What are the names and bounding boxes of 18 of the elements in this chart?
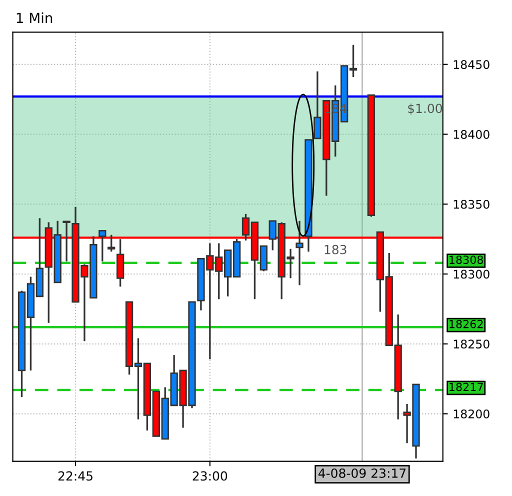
y-tick-label: 18300 [454,270,490,279]
annotation: 184 [324,104,347,114]
chart-title: 1 Min [16,12,52,23]
annotation: 183 [324,244,346,254]
ref-line-label: 18217 [450,382,483,392]
x-tick-label: 22:45 [58,471,92,481]
y-tick-label: 18450 [454,60,490,70]
ref-line-label: 18262 [450,320,483,328]
y-tick-label: 18250 [454,340,490,349]
ref-line-label: 18308 [450,256,484,264]
y-tick-label: 18350 [454,200,490,209]
y-tick-label: 18400 [454,130,490,139]
x-tick-label: 23:00 [192,471,228,481]
candlestick [98,230,106,262]
candlestick [296,220,304,286]
ref-line-label: 4-08-09 23:17 [318,468,406,478]
annotation: $1.00 [408,103,442,115]
y-tick-label: 18200 [454,409,490,418]
